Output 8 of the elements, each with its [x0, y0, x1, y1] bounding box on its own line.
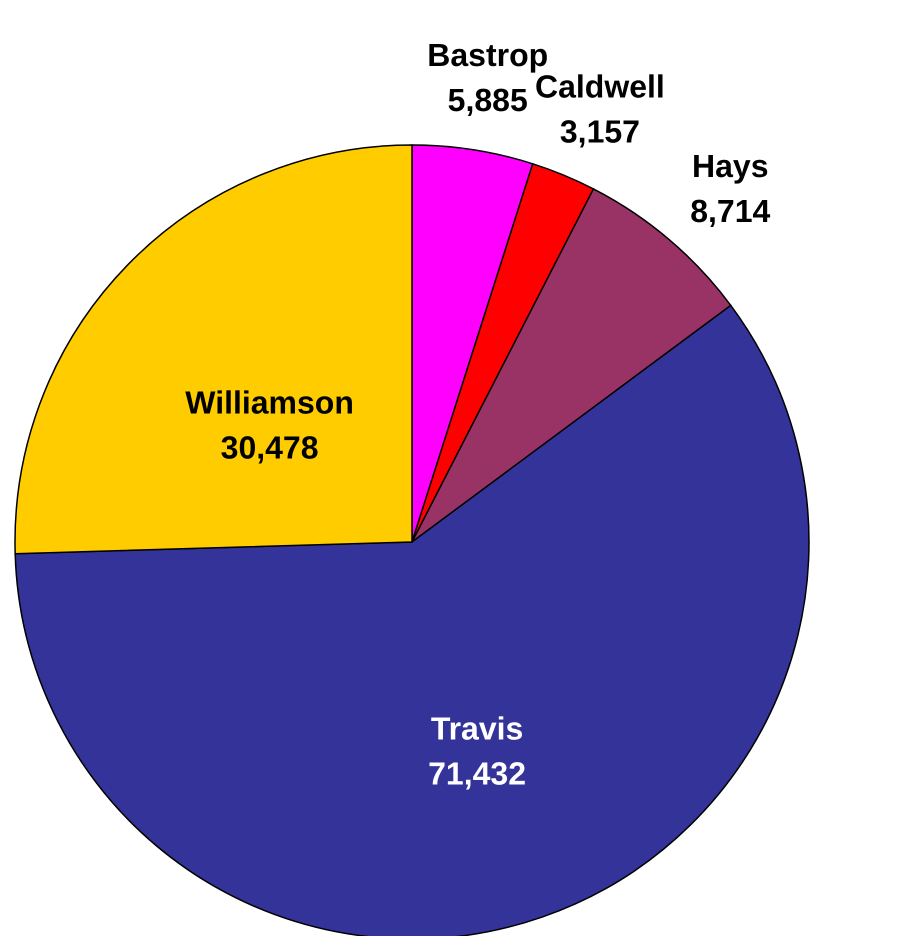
slice-label: Hays: [692, 148, 769, 184]
data-label: 71,432: [428, 756, 526, 792]
slice-label: Travis: [430, 710, 524, 747]
data-label: 5,885: [448, 82, 528, 118]
data-label: 30,478: [220, 430, 319, 466]
slice-label: Williamson: [185, 384, 354, 421]
data-label: 8,714: [690, 192, 771, 229]
data-label: 3,157: [560, 113, 640, 150]
